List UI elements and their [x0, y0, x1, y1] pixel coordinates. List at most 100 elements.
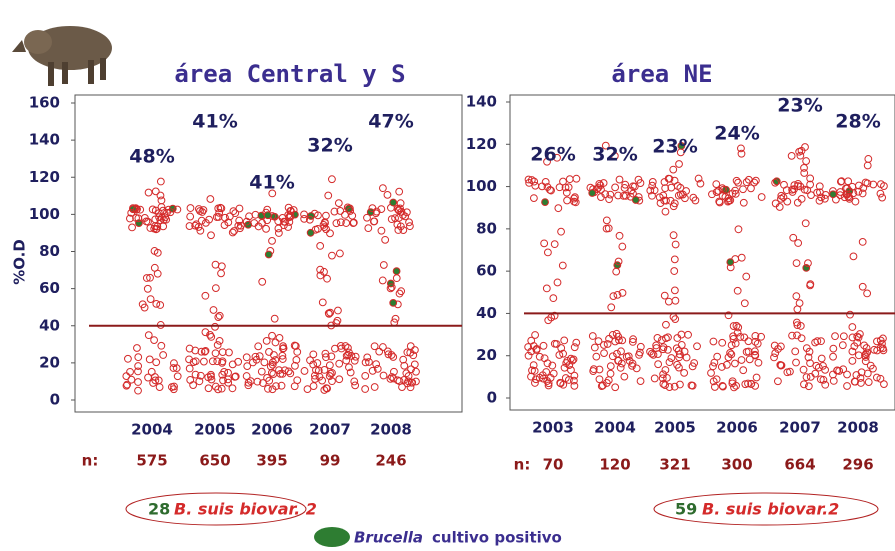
od-dot — [732, 321, 741, 330]
od-dot — [553, 153, 561, 162]
od-dot — [726, 258, 735, 266]
od-dot — [144, 373, 152, 382]
od-dot — [864, 378, 873, 386]
od-dot — [274, 229, 283, 237]
od-dot — [612, 329, 621, 338]
od-dot — [400, 361, 409, 370]
od-dot — [217, 204, 226, 213]
od-dot — [659, 380, 668, 388]
od-dot — [379, 343, 387, 351]
od-dot — [134, 362, 143, 370]
od-dot — [611, 383, 620, 392]
od-dot — [737, 144, 745, 153]
od-dot — [565, 361, 574, 369]
od-dot — [684, 330, 692, 339]
od-dot — [605, 334, 613, 343]
od-dot — [813, 337, 822, 346]
od-dot — [594, 184, 603, 192]
od-dot — [128, 223, 136, 232]
od-dot — [815, 182, 824, 191]
od-dot — [664, 297, 673, 306]
od-dot — [395, 289, 404, 298]
od-dot — [554, 204, 563, 213]
od-dot — [836, 177, 845, 186]
od-dot — [531, 331, 539, 339]
n-value: 664 — [784, 456, 815, 474]
od-dot — [754, 358, 763, 367]
od-dot — [150, 336, 159, 345]
od-dot — [820, 194, 829, 203]
od-dot — [363, 213, 371, 222]
od-dot — [790, 181, 799, 190]
od-dot — [862, 344, 871, 352]
od-dot — [154, 376, 163, 385]
od-dot — [671, 315, 680, 324]
od-dot — [740, 299, 749, 308]
od-dot — [879, 346, 888, 355]
od-dot — [631, 196, 640, 204]
od-dot — [197, 347, 206, 356]
od-dot — [387, 283, 396, 292]
od-dot — [403, 348, 412, 357]
od-dot — [544, 379, 553, 388]
od-dot — [607, 303, 616, 312]
od-dot — [560, 336, 569, 345]
chart-title: área NE — [611, 60, 712, 88]
od-dot — [204, 373, 213, 382]
od-dot — [744, 379, 752, 388]
od-dot — [621, 191, 630, 200]
od-dot — [311, 375, 319, 383]
od-dot — [570, 194, 578, 203]
od-dot — [398, 383, 406, 391]
od-dot — [612, 267, 621, 276]
od-dot — [718, 338, 727, 347]
od-dot — [665, 383, 674, 391]
od-dot — [794, 179, 802, 188]
od-dot — [173, 205, 182, 214]
od-dot — [608, 352, 617, 361]
n-label: n: — [82, 452, 99, 470]
od-dot — [665, 358, 674, 367]
x-tick-label: 2008 — [370, 421, 412, 439]
y-tick-label: 120 — [29, 168, 60, 186]
od-dot — [399, 226, 408, 234]
od-dot — [655, 193, 664, 202]
od-dot — [802, 157, 811, 165]
od-dot — [597, 382, 606, 391]
od-dot — [817, 337, 825, 346]
od-dot — [661, 207, 670, 216]
od-dot — [693, 342, 701, 351]
od-dot — [186, 212, 195, 221]
od-dot — [547, 186, 555, 195]
od-dot — [185, 364, 194, 373]
od-dot — [728, 189, 737, 198]
od-dot — [318, 298, 327, 307]
od-dot — [167, 383, 176, 391]
od-dot — [821, 365, 830, 374]
od-dot — [848, 347, 857, 356]
od-dot — [351, 352, 360, 361]
od-dot — [652, 341, 661, 350]
od-dot — [863, 161, 872, 170]
od-dot — [335, 359, 344, 368]
od-dot — [794, 239, 803, 247]
od-dot — [829, 344, 838, 353]
n-value: 300 — [721, 456, 752, 474]
od-dot — [789, 233, 798, 242]
od-dot — [377, 205, 386, 214]
od-dot — [235, 216, 244, 225]
od-dot — [819, 375, 828, 384]
od-dot — [863, 179, 872, 188]
n-value: 321 — [659, 456, 690, 474]
od-dot — [794, 182, 802, 190]
od-dot — [214, 385, 222, 394]
od-dot — [408, 378, 417, 387]
od-dot — [747, 184, 755, 193]
od-dot — [543, 157, 551, 166]
od-dot — [344, 351, 352, 359]
od-dot — [771, 349, 780, 358]
od-dot — [361, 385, 370, 393]
od-dot — [134, 353, 143, 362]
od-dot — [876, 374, 885, 383]
y-tick-label: 120 — [466, 135, 497, 153]
